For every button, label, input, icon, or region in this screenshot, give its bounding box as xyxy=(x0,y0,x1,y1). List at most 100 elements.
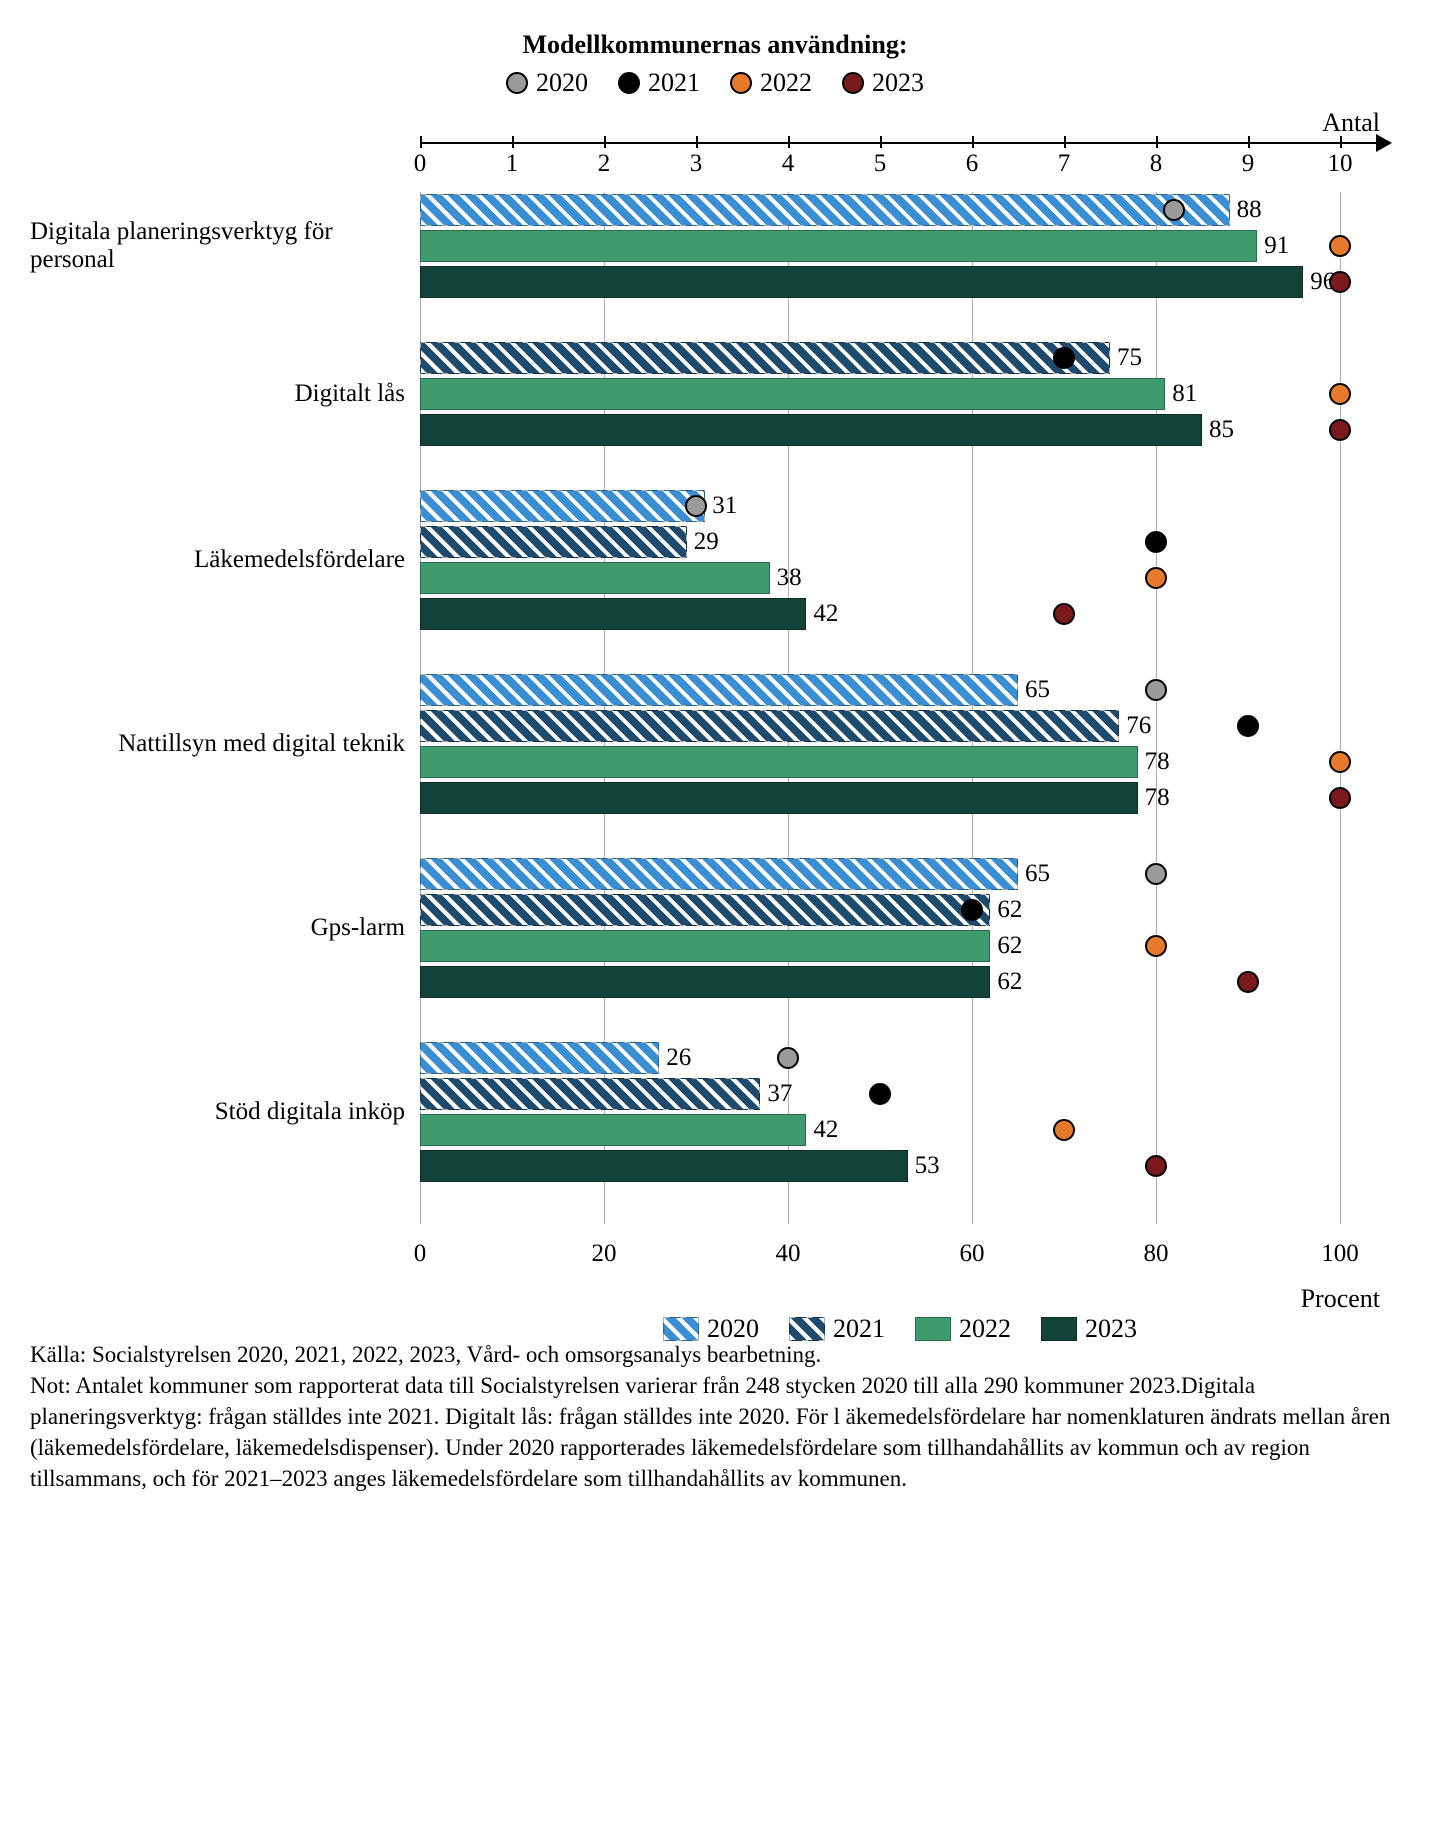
group-gap xyxy=(420,1000,1380,1040)
bottom-tick-label: 0 xyxy=(414,1240,427,1268)
top-tick xyxy=(1064,136,1066,148)
bar-group: 65626262 xyxy=(420,856,1380,1000)
top-tick xyxy=(1156,136,1158,148)
bar-value-label: 37 xyxy=(767,1080,792,1108)
bar: 96 xyxy=(420,266,1303,298)
legend-swatch-icon xyxy=(915,1317,951,1341)
bar-row: 26 xyxy=(420,1040,1380,1076)
marker-dot xyxy=(1329,271,1351,293)
top-tick-label: 5 xyxy=(874,150,887,178)
marker-dot xyxy=(1329,787,1351,809)
category-label: Läkemedelsfördelare xyxy=(30,488,420,632)
bar-row: 62 xyxy=(420,928,1380,964)
footer-notes: Källa: Socialstyrelsen 2020, 2021, 2022,… xyxy=(30,1339,1400,1494)
group-gap xyxy=(420,300,1380,340)
top-tick xyxy=(972,136,974,148)
top-tick xyxy=(880,136,882,148)
top-tick-label: 8 xyxy=(1150,150,1163,178)
marker-dot xyxy=(1237,971,1259,993)
top-tick-label: 1 xyxy=(506,150,519,178)
top-axis: 012345678910 xyxy=(420,142,1380,192)
legend-dot-item: 2022 xyxy=(730,68,812,98)
bar-row: 65 xyxy=(420,856,1380,892)
bar-row: 81 xyxy=(420,376,1380,412)
bar: 65 xyxy=(420,674,1018,706)
legend-swatch-label: 2021 xyxy=(833,1314,885,1344)
legend-swatch-item: 2022 xyxy=(915,1314,1011,1344)
marker-dot xyxy=(1163,199,1185,221)
bar: 26 xyxy=(420,1042,659,1074)
legend-dot-icon xyxy=(730,72,752,94)
top-tick-label: 9 xyxy=(1242,150,1255,178)
category-label: Nattillsyn med digital teknik xyxy=(30,672,420,816)
bar-value-label: 65 xyxy=(1025,860,1050,888)
top-tick xyxy=(1248,136,1250,148)
category-label: Gps-larm xyxy=(30,856,420,1000)
legend-dot-icon xyxy=(506,72,528,94)
marker-dot xyxy=(1145,531,1167,553)
legend-swatch-label: 2022 xyxy=(959,1314,1011,1344)
bar-value-label: 75 xyxy=(1117,344,1142,372)
bar: 42 xyxy=(420,1114,806,1146)
bar: 53 xyxy=(420,1150,908,1182)
top-tick-label: 2 xyxy=(598,150,611,178)
bar: 38 xyxy=(420,562,770,594)
bar-row: 75 xyxy=(420,340,1380,376)
plot-area: 012345678910 889196758185312938426576787… xyxy=(420,142,1380,1284)
marker-dot xyxy=(1053,347,1075,369)
legend-swatch-icon xyxy=(789,1317,825,1341)
top-tick xyxy=(420,136,422,148)
bar: 85 xyxy=(420,414,1202,446)
category-label: Stöd digitala inköp xyxy=(30,1040,420,1184)
bar-row: 65 xyxy=(420,672,1380,708)
bar-value-label: 62 xyxy=(997,896,1022,924)
top-tick-label: 7 xyxy=(1058,150,1071,178)
bar-group: 26 37 42 53 xyxy=(420,1040,1380,1184)
bar-value-label: 62 xyxy=(997,932,1022,960)
bar-value-label: 62 xyxy=(997,968,1022,996)
top-tick xyxy=(512,136,514,148)
top-tick xyxy=(788,136,790,148)
marker-dot xyxy=(1329,419,1351,441)
bar-row: 78 xyxy=(420,780,1380,816)
legend-top-title: Modellkommunernas användning: xyxy=(30,30,1400,60)
marker-dot xyxy=(1145,567,1167,589)
group-gap xyxy=(420,448,1380,488)
bar-value-label: 76 xyxy=(1126,712,1151,740)
bottom-axis: 020406080100 xyxy=(420,1234,1380,1284)
bar: 78 xyxy=(420,782,1138,814)
bar-value-label: 78 xyxy=(1145,748,1170,776)
bar-value-label: 65 xyxy=(1025,676,1050,704)
legend-dot-icon xyxy=(618,72,640,94)
top-tick-label: 4 xyxy=(782,150,795,178)
top-tick-label: 0 xyxy=(414,150,427,178)
legend-dot-label: 2023 xyxy=(872,68,924,98)
bar-row: 29 xyxy=(420,524,1380,560)
bar-row: 38 xyxy=(420,560,1380,596)
bar-value-label: 38 xyxy=(777,564,802,592)
group-gap xyxy=(420,1184,1380,1224)
bar-row: 62 xyxy=(420,964,1380,1000)
bar: 31 xyxy=(420,490,705,522)
bar: 29 xyxy=(420,526,687,558)
bar-group: 75 81 85 xyxy=(420,340,1380,448)
marker-dot xyxy=(1053,603,1075,625)
legend-dot-label: 2021 xyxy=(648,68,700,98)
bar: 65 xyxy=(420,858,1018,890)
legend-swatch-icon xyxy=(1041,1317,1077,1341)
bar-value-label: 85 xyxy=(1209,416,1234,444)
bar-value-label: 29 xyxy=(694,528,719,556)
bar-value-label: 81 xyxy=(1172,380,1197,408)
bar-row: 31 xyxy=(420,488,1380,524)
bar-group: 889196 xyxy=(420,192,1380,300)
legend-dot-label: 2022 xyxy=(760,68,812,98)
top-tick-label: 6 xyxy=(966,150,979,178)
bar: 81 xyxy=(420,378,1165,410)
top-tick xyxy=(696,136,698,148)
bar-row: 42 xyxy=(420,1112,1380,1148)
bar: 62 xyxy=(420,894,990,926)
legend-dot-item: 2020 xyxy=(506,68,588,98)
bar-row: 76 xyxy=(420,708,1380,744)
top-axis-label: Antal xyxy=(30,108,1400,138)
bar-row: 42 xyxy=(420,596,1380,632)
